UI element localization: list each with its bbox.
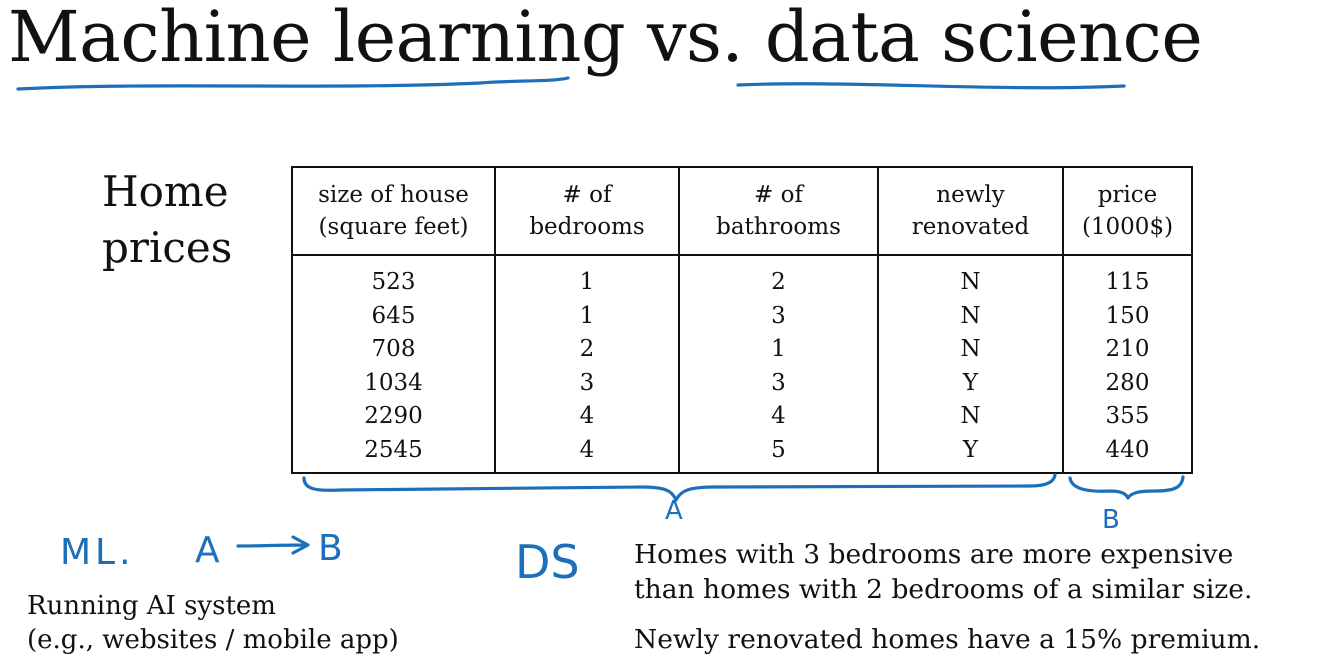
ds-label: DS: [515, 535, 580, 589]
ml-input-label: A: [195, 530, 220, 571]
insight-renovated: Newly renovated homes have a 15% premium…: [634, 624, 1261, 655]
cell-size: 2290: [291, 400, 496, 434]
cell-bedrooms: 3: [494, 366, 680, 400]
table-row: 1034 3 3 Y 280: [291, 366, 1193, 400]
brace-features: [302, 473, 1057, 502]
underline-data-science: [736, 82, 1126, 90]
cell-price: 150: [1062, 299, 1193, 333]
cell-renovated: Y: [877, 366, 1064, 400]
cell-size: 708: [291, 333, 496, 367]
insight-bedrooms-line1: Homes with 3 bedrooms are more expensive: [634, 539, 1234, 570]
underline-machine-learning: [16, 76, 570, 91]
header-price: price (1000$): [1062, 167, 1193, 256]
table-row: 708 2 1 N 210: [291, 333, 1193, 367]
cell-bathrooms: 3: [678, 366, 879, 400]
ml-caption-line2: (e.g., websites / mobile app): [27, 625, 399, 655]
header-bathrooms: # of bathrooms: [678, 167, 879, 256]
slide-title: Machine learning vs. data science: [8, 0, 1203, 78]
brace-b-label: B: [1102, 505, 1120, 535]
cell-bathrooms: 4: [678, 400, 879, 434]
cell-bathrooms: 2: [678, 255, 879, 300]
cell-bedrooms: 2: [494, 333, 680, 367]
header-bedrooms: # of bedrooms: [494, 167, 680, 256]
cell-bedrooms: 1: [494, 299, 680, 333]
header-renovated: newly renovated: [877, 167, 1064, 256]
ml-caption-line1: Running AI system: [27, 591, 276, 621]
cell-size: 1034: [291, 366, 496, 400]
insight-bedrooms-line2: than homes with 2 bedrooms of a similar …: [634, 574, 1253, 605]
home-prices-label: Home prices: [102, 164, 282, 276]
ds-insights: Homes with 3 bedrooms are more expensive…: [634, 537, 1260, 657]
ml-output-label: B: [318, 528, 343, 569]
cell-bedrooms: 4: [494, 400, 680, 434]
cell-renovated: N: [877, 299, 1064, 333]
cell-renovated: N: [877, 333, 1064, 367]
cell-bathrooms: 5: [678, 433, 879, 474]
cell-bathrooms: 1: [678, 333, 879, 367]
table-row: 645 1 3 N 150: [291, 299, 1193, 333]
cell-price: 440: [1062, 433, 1193, 474]
cell-price: 280: [1062, 366, 1193, 400]
cell-renovated: Y: [877, 433, 1064, 474]
home-prices-label-line1: Home: [102, 167, 229, 216]
brace-a-label: A: [665, 496, 683, 526]
cell-size: 645: [291, 299, 496, 333]
cell-bedrooms: 1: [494, 255, 680, 300]
table-header-row: size of house (square feet) # of bedrooms …: [291, 167, 1193, 256]
arrow-icon: [236, 535, 310, 555]
cell-renovated: N: [877, 400, 1064, 434]
header-size: size of house (square feet): [291, 167, 496, 256]
cell-size: 523: [291, 255, 496, 300]
table-row: 523 1 2 N 115: [291, 255, 1193, 300]
cell-price: 210: [1062, 333, 1193, 367]
table-row: 2290 4 4 N 355: [291, 400, 1193, 434]
home-prices-label-line2: prices: [102, 223, 233, 272]
table-row: 2545 4 5 Y 440: [291, 433, 1193, 474]
cell-bathrooms: 3: [678, 299, 879, 333]
cell-renovated: N: [877, 255, 1064, 300]
cell-price: 355: [1062, 400, 1193, 434]
cell-bedrooms: 4: [494, 433, 680, 474]
ml-label: ML.: [60, 532, 135, 573]
brace-price: [1068, 475, 1185, 500]
cell-size: 2545: [291, 433, 496, 474]
cell-price: 115: [1062, 255, 1193, 300]
ml-caption: Running AI system (e.g., websites / mobi…: [27, 589, 399, 657]
home-prices-table: size of house (square feet) # of bedrooms …: [291, 166, 1193, 474]
